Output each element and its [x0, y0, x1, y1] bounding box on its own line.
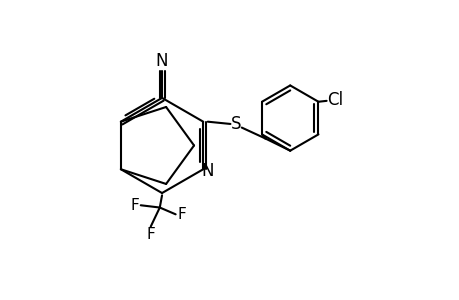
Text: F: F: [177, 207, 186, 222]
Text: S: S: [230, 115, 241, 133]
Text: N: N: [156, 52, 168, 70]
Text: Cl: Cl: [327, 92, 343, 110]
Text: F: F: [146, 227, 155, 242]
Text: N: N: [201, 162, 213, 180]
Text: F: F: [130, 198, 139, 213]
